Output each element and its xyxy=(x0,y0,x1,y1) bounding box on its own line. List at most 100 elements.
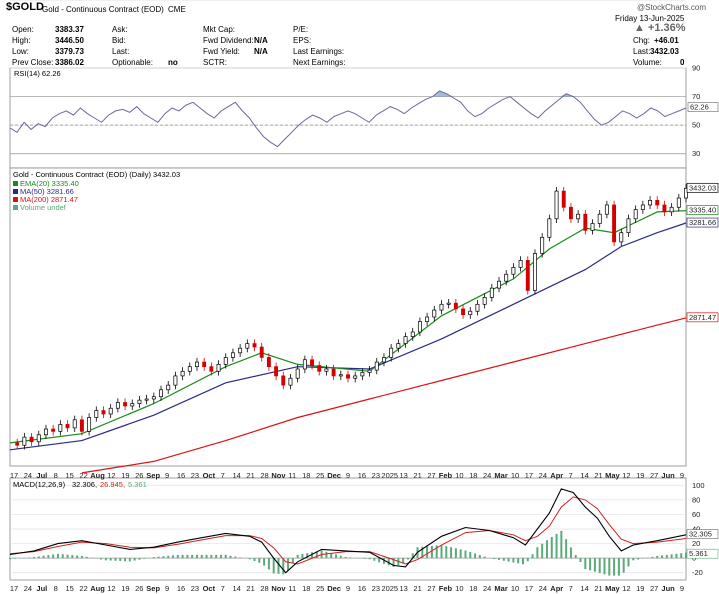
candle-body xyxy=(44,428,48,436)
macd-hist-bar xyxy=(239,557,242,559)
candle-body xyxy=(403,336,408,344)
volume-label: Volume: xyxy=(633,58,662,67)
x-tick-label-bottom: Jun xyxy=(661,584,675,593)
legend-swatch xyxy=(13,189,18,194)
pe-label: P/E: xyxy=(293,25,309,34)
macd-hist-bar xyxy=(531,554,534,559)
prevclose-label: Prev Close: xyxy=(12,58,54,67)
macd-hist-bar xyxy=(133,558,136,561)
x-tick-label: Oct xyxy=(203,471,216,480)
candle-body xyxy=(338,374,343,377)
price-tick-label: 2850 xyxy=(692,0,709,2)
macd-hist-bar xyxy=(493,558,496,560)
price-value-box xyxy=(686,312,719,323)
candle-body xyxy=(79,419,84,432)
ma200-line xyxy=(81,317,687,474)
legend-swatch xyxy=(13,205,18,210)
rsi-tick-label: 70 xyxy=(692,92,700,101)
x-tick-label: 9 xyxy=(680,471,684,480)
fwdyield-value: N/A xyxy=(254,47,268,56)
macd-hist-bar xyxy=(440,545,443,559)
macd-hist-bar xyxy=(176,554,179,559)
x-tick-label: 14 xyxy=(580,471,588,480)
macd-hist-bar xyxy=(9,558,11,560)
macd-hist-bar xyxy=(656,555,659,559)
x-tick-label-bottom: 22 xyxy=(79,584,87,593)
x-tick-label-bottom: 13 xyxy=(399,584,407,593)
rsi-tick-label: 30 xyxy=(692,149,700,158)
candle-body xyxy=(331,368,336,377)
candle-body xyxy=(223,357,228,365)
macd-hist-bar xyxy=(104,558,107,561)
low-label: Low: xyxy=(12,47,29,56)
macd-tick-label: 20 xyxy=(692,539,700,548)
macd-hist-bar xyxy=(593,558,596,572)
candle-body xyxy=(288,377,293,386)
candle-body xyxy=(15,442,20,446)
macd-hist-bar xyxy=(282,558,285,575)
high-value: 3446.50 xyxy=(55,36,84,45)
x-tick-label-bottom: 12 xyxy=(107,584,115,593)
candle-body xyxy=(425,316,430,322)
candle-body xyxy=(58,424,63,432)
macd-hist-bar xyxy=(315,551,318,559)
macd-hist-bar xyxy=(545,540,548,559)
macd-hist-bar xyxy=(502,558,505,561)
x-tick-label: 2025 xyxy=(381,471,398,480)
macd-hist-bar xyxy=(272,558,275,574)
macd-hist-bar xyxy=(61,554,64,559)
macd-hist-bar xyxy=(526,558,529,562)
x-tick-label-bottom: 15 xyxy=(65,584,73,593)
panel-frame-0 xyxy=(9,67,687,169)
x-tick-label: 24 xyxy=(24,471,32,480)
brand-watermark: @StockCharts.com xyxy=(637,3,707,12)
rsi-value-label: 62.26 xyxy=(690,103,709,112)
x-tick-label: 14 xyxy=(232,471,240,480)
macd-hist-bar xyxy=(661,555,664,559)
mktcap-label: Mkt Cap: xyxy=(203,25,236,34)
rsi-label-bg xyxy=(12,69,84,78)
bid-label: Bid: xyxy=(112,36,126,45)
legend-entry: Volume undef xyxy=(20,203,67,212)
macd-hist-bar xyxy=(565,539,568,559)
macd-hist-bar xyxy=(589,558,592,571)
x-tick-label: 17 xyxy=(10,471,18,480)
macd-hist-bar xyxy=(637,558,640,560)
macd-tick-label: 100 xyxy=(692,481,705,490)
price-value-box xyxy=(686,217,719,228)
x-tick-label-bottom: 16 xyxy=(177,584,185,593)
price-tick-label: 2300 xyxy=(692,0,709,2)
candle-body xyxy=(266,357,271,368)
x-tick-label-bottom: 17 xyxy=(10,584,18,593)
macd-hist-bar xyxy=(167,555,170,559)
candle-body xyxy=(187,366,192,372)
macd-hist-bar xyxy=(234,556,237,559)
fwdyield-label: Fwd Yield: xyxy=(203,47,240,56)
x-tick-label: 7 xyxy=(569,471,573,480)
x-tick-label-bottom: 10 xyxy=(455,584,463,593)
candle-body xyxy=(511,266,516,275)
macd-hist-bar xyxy=(42,555,45,559)
candle-body xyxy=(612,204,617,243)
macd-hist-bar xyxy=(344,557,347,559)
x-tick-label: 22 xyxy=(79,471,87,480)
macd-hist-bar xyxy=(569,547,572,559)
candle-body xyxy=(648,199,652,206)
macd-hist-bar xyxy=(330,553,333,559)
macd-hist-bar xyxy=(138,558,141,560)
macd-hist-bar xyxy=(200,554,203,559)
macd-hist-bar xyxy=(296,554,299,559)
low-value: 3379.73 xyxy=(55,47,84,56)
macd-hist-bar xyxy=(454,548,457,559)
macd-hist-bar xyxy=(402,558,405,564)
price-tick-label: 2550 xyxy=(692,0,709,2)
x-tick-label-bottom: 24 xyxy=(539,584,547,593)
macd-hist-bar xyxy=(464,550,467,559)
candle-body xyxy=(94,410,99,418)
x-tick-label-bottom: 26 xyxy=(135,584,143,593)
symbol: $GOLD xyxy=(6,1,44,13)
macd-hist-bar xyxy=(421,546,424,559)
x-tick-label-bottom: 12 xyxy=(622,584,630,593)
macd-hist-bar xyxy=(248,558,251,560)
